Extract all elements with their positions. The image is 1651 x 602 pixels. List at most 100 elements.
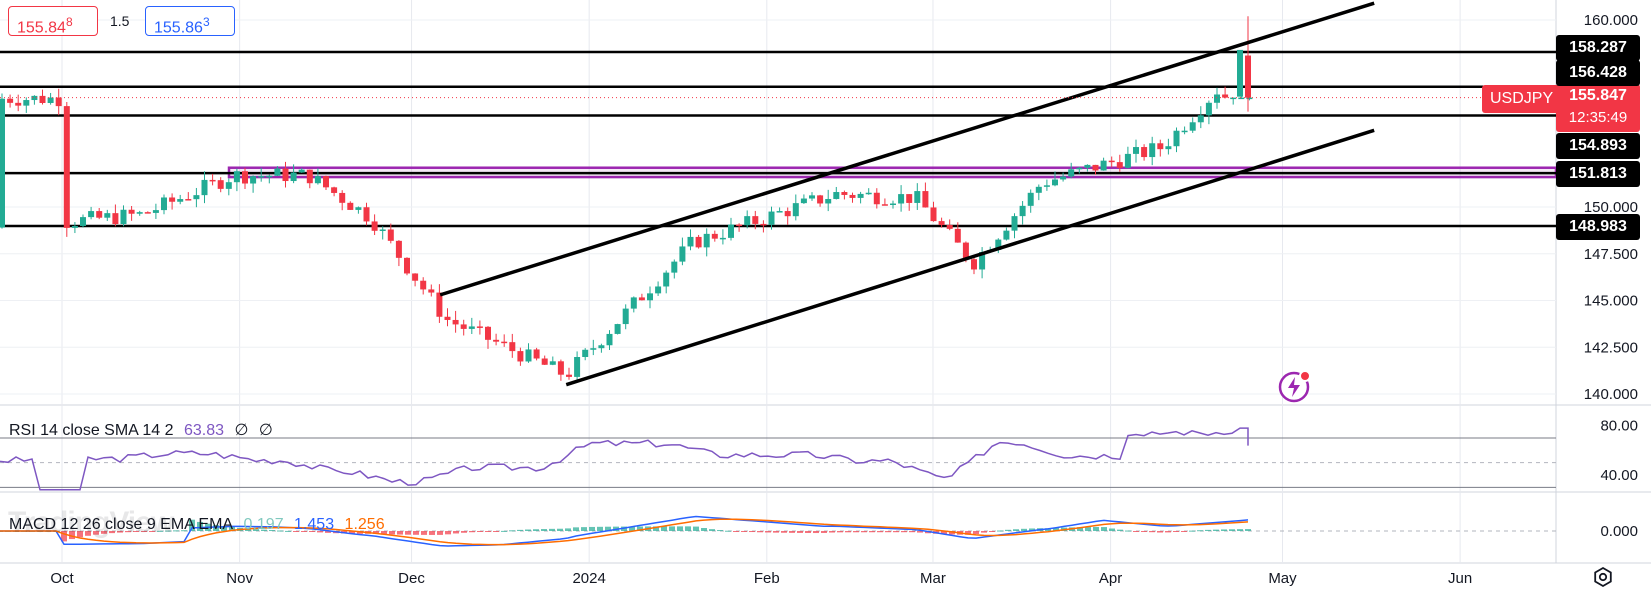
macd-hist-bar-153 [1221,529,1227,531]
macd-hist-bar-37 [293,531,299,532]
candle-body-53 [428,289,435,293]
macd-hist-bar-22 [173,530,179,532]
candle-body-40 [323,176,329,188]
macd-hist-bar-137 [1093,526,1099,531]
macd-hist-bar-86 [685,526,691,531]
macd-hist-bar-63 [501,530,507,532]
level-tag-4: 151.813 [1556,161,1640,187]
candle-body-56 [452,319,459,325]
candle-body-128 [1035,186,1042,193]
macd-hist-bar-115 [917,531,923,533]
bid-price-box[interactable]: 155.848 [8,6,98,36]
macd-hist-bar-13 [101,531,107,534]
macd-hist-bar-114 [909,531,915,533]
candle-body-76 [614,324,621,334]
candle-body-124 [1003,230,1010,240]
candle-body-127 [1027,192,1034,206]
macd-hist-bar-149 [1189,530,1195,532]
time-label-4: Feb [754,570,780,587]
candle-body-93 [752,216,759,224]
macd-hist-bar-21 [165,530,171,532]
candle-body-133 [1076,167,1083,170]
macd-hist-bar-138 [1101,527,1107,531]
candle-body-137 [1108,160,1115,163]
macd-hist-bar-104 [829,531,835,533]
macd-hist-bar-156 [1245,529,1251,531]
candle-body-110 [890,203,896,206]
candle-body-0 [0,98,5,228]
candle-body-96 [776,211,783,213]
macd-hist-bar-70 [557,528,563,531]
macd-hist-bar-14 [109,531,115,534]
macd-hist-bar-72 [573,527,579,531]
macd-hist-bar-54 [429,531,435,535]
macd-hist-bar-48 [381,531,387,535]
macd-hist-bar-9 [69,531,75,540]
candle-body-29 [233,171,240,183]
macd-hist-bar-12 [93,531,99,535]
candle-body-94 [760,223,767,226]
time-label-6: Apr [1099,570,1122,587]
macd-hist-bar-52 [413,531,419,535]
rsi-tick-1: 40.00 [1600,467,1638,484]
settings-gear-icon[interactable] [1592,566,1614,588]
candle-body-115 [930,207,937,222]
macd-hist-bar-15 [117,531,123,533]
ask-price-box[interactable]: 155.863 [145,6,235,36]
macd-hist-bar-68 [541,529,547,531]
candle-body-144 [1165,146,1172,150]
candle-body-41 [331,187,338,193]
macd-hist-bar-132 [1053,527,1059,531]
macd-hist-bar-103 [821,531,827,533]
macd-hist-bar-147 [1173,531,1179,532]
macd-hist-bar-95 [757,531,763,533]
macd-hist-bar-47 [373,531,379,534]
macd-hist-bar-99 [789,531,795,533]
candle-body-81 [655,286,662,294]
level-tag-2: 156.428 [1556,60,1640,86]
candle-body-87 [703,233,710,248]
macd-hist-bar-18 [141,531,147,532]
macd-hist-bar-23 [181,530,187,532]
macd-hist-bar-144 [1149,531,1155,533]
macd-hist-bar-20 [157,530,163,532]
macd-hist-bar-87 [693,526,699,531]
candle-body-59 [476,326,483,328]
candle-body-146 [1181,130,1188,133]
macd-hist-bar-66 [525,529,531,531]
candle-body-66 [533,349,540,359]
candle-body-108 [873,192,880,205]
alert-bolt-icon[interactable] [1278,369,1312,408]
macd-legend[interactable]: MACD 12 26 close 9 EMA EMA 0.197 1.453 1… [9,516,391,534]
candle-body-100 [809,195,815,199]
macd-hist-bar-123 [981,531,987,533]
macd-hist-bar-94 [749,531,755,533]
candle-body-129 [1043,185,1050,187]
rsi-legend[interactable]: RSI 14 close SMA 14 2 63.83 ∅ ∅ [9,420,279,440]
candle-body-112 [906,194,913,203]
candle-body-82 [663,272,670,287]
candle-body-52 [420,280,427,290]
rsi-extra-1: ∅ [234,422,249,439]
candle-body-26 [209,179,216,182]
candle-body-69 [557,361,564,375]
price-tick-5: 140.000 [1584,386,1638,403]
macd-hist-bar-154 [1229,529,1235,531]
candle-body-64 [517,351,524,362]
macd-hist-bar-112 [893,531,899,533]
candle-body-75 [606,333,613,346]
price-tick-2: 147.500 [1584,246,1638,263]
macd-hist-bar-83 [661,526,667,531]
last-price-value: 155.847 [1569,87,1627,104]
macd-hist-bar-80 [637,526,643,531]
candle-body-21 [169,197,176,202]
macd-hist-bar-141 [1125,530,1131,532]
candle-body-141 [1141,147,1148,158]
candle-body-107 [865,192,872,195]
candle-body-14 [112,213,119,225]
candle-body-136 [1100,160,1107,171]
candle-body-99 [800,198,807,204]
candle-body-35 [282,168,289,182]
macd-hist-bar-101 [805,531,811,533]
